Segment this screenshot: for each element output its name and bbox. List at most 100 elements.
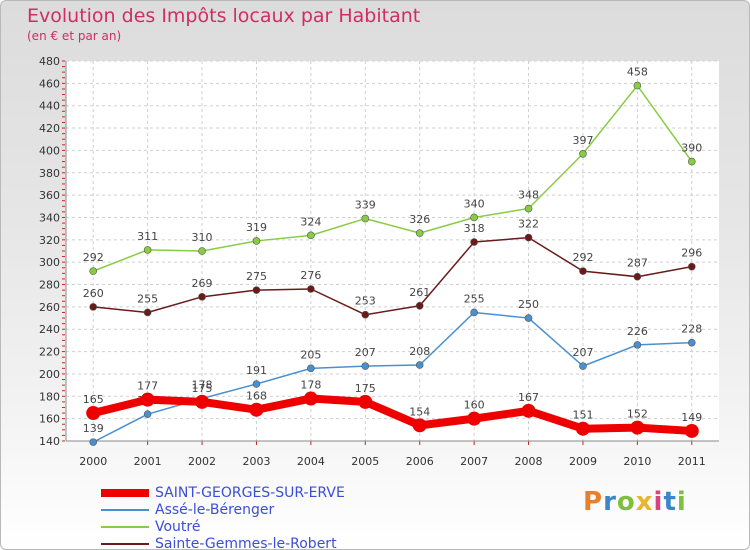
data-point [524, 204, 533, 213]
data-label: 292 [572, 251, 593, 264]
data-point [415, 301, 424, 310]
data-point [521, 403, 536, 418]
logo-letter: o [616, 487, 636, 517]
y-tick-label: 480 [39, 55, 60, 68]
y-tick-label: 440 [39, 100, 60, 113]
x-tick-label: 2010 [623, 455, 651, 468]
data-point [252, 286, 261, 294]
data-label: 250 [518, 298, 539, 311]
y-tick-label: 460 [39, 77, 60, 90]
line-chart: 140 160 180 200 220 240 260 280 300 320 340 360 380 4… [39, 55, 719, 468]
data-label: 160 [464, 399, 485, 412]
chart-subtitle: (en € et par an) [27, 29, 122, 43]
legend-swatch [101, 543, 149, 545]
x-tick-label: 2001 [134, 455, 162, 468]
x-tick-label: 2007 [460, 455, 488, 468]
data-point [249, 402, 264, 417]
data-label: 149 [681, 411, 702, 424]
x-tick-label: 2009 [569, 455, 597, 468]
data-point [633, 81, 642, 90]
data-point [470, 213, 478, 222]
y-tick-label: 160 [39, 413, 60, 426]
y-tick-label: 280 [39, 279, 60, 292]
data-point [307, 364, 315, 373]
data-point [579, 267, 587, 275]
x-tick-label: 2003 [242, 455, 270, 468]
y-tick-label: 360 [39, 189, 60, 202]
data-label: 228 [681, 323, 702, 336]
y-tick-label: 180 [39, 390, 60, 403]
series-line [92, 394, 693, 435]
data-point [579, 149, 587, 158]
data-label: 322 [518, 218, 539, 231]
data-label: 207 [572, 346, 593, 359]
data-label: 275 [246, 270, 267, 283]
data-point [143, 410, 152, 418]
data-label: 269 [192, 277, 213, 290]
y-tick-label: 300 [39, 256, 60, 269]
data-point [89, 438, 98, 446]
data-point [252, 237, 261, 245]
data-point [687, 262, 696, 271]
data-label: 318 [464, 222, 485, 235]
x-tick-label: 2011 [678, 455, 706, 468]
legend-label: Voutré [155, 519, 201, 535]
logo-letter: x [635, 487, 654, 517]
chart-title: Evolution des Impôts locaux par Habitant [27, 5, 421, 27]
data-point [579, 362, 587, 370]
logo-letter: P [583, 487, 604, 517]
data-label: 168 [246, 390, 267, 403]
legend-swatch [101, 509, 149, 511]
data-point [467, 411, 482, 426]
data-label: 175 [355, 382, 376, 395]
legend-label: Assé-le-Bérenger [155, 502, 275, 518]
data-point [361, 310, 370, 319]
data-label: 255 [464, 292, 485, 305]
series-line [93, 236, 692, 316]
y-tick-label: 380 [39, 167, 60, 180]
data-label: 177 [137, 380, 158, 393]
data-label: 226 [627, 325, 648, 338]
logo-letter: i [653, 487, 664, 517]
x-tick-label: 2000 [79, 455, 107, 468]
y-tick-label: 200 [39, 368, 60, 381]
data-label: 167 [518, 391, 539, 404]
data-label: 287 [627, 257, 648, 270]
x-tick-label: 2006 [406, 455, 434, 468]
data-point [303, 391, 318, 406]
data-point [307, 231, 315, 240]
series-line [92, 84, 693, 272]
data-point [687, 338, 696, 347]
data-label: 191 [246, 364, 267, 377]
y-tick-label: 140 [39, 435, 60, 448]
data-label: 310 [192, 231, 213, 244]
data-point [195, 394, 210, 409]
data-label: 339 [355, 199, 376, 212]
data-point [198, 247, 206, 255]
data-point [415, 229, 424, 237]
data-label: 139 [83, 422, 104, 435]
data-label: 326 [409, 213, 430, 226]
y-tick-label: 400 [39, 144, 60, 157]
data-label: 261 [409, 286, 430, 299]
data-label: 340 [464, 197, 485, 210]
data-point [415, 361, 424, 369]
data-label: 205 [300, 348, 321, 361]
data-point [143, 308, 152, 317]
x-tick-label: 2004 [297, 455, 325, 468]
data-label: 154 [409, 405, 430, 418]
logo-letter: i [676, 487, 687, 517]
data-point [361, 362, 370, 370]
data-point [633, 341, 642, 349]
data-label: 390 [681, 142, 702, 155]
data-point [252, 380, 261, 388]
data-point [633, 272, 642, 281]
data-point [524, 314, 533, 322]
data-point [684, 423, 699, 438]
data-point [307, 285, 315, 293]
x-tick-label: 2008 [515, 455, 543, 468]
data-label: 255 [137, 292, 158, 305]
data-point [687, 157, 696, 166]
data-label: 397 [572, 134, 593, 147]
y-tick-label: 220 [39, 346, 60, 359]
